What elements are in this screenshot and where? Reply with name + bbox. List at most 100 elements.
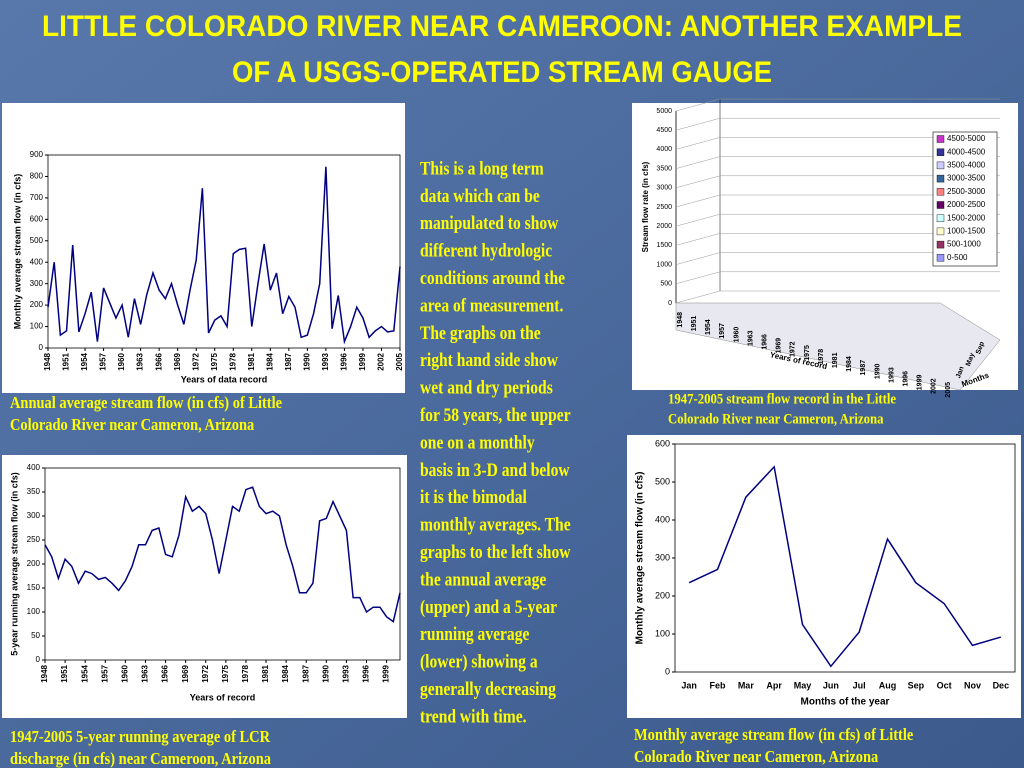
text-line: running average <box>420 624 530 645</box>
legend-label: 1500-2000 <box>947 213 986 222</box>
chart-panel <box>2 103 405 393</box>
legend-swatch <box>936 227 945 236</box>
x-tick-label: 1951 <box>60 664 69 682</box>
legend-label: 1000-1500 <box>947 227 986 236</box>
x-tick-label: 1981 <box>247 352 256 370</box>
x-axis-label: Years of record <box>190 692 256 702</box>
x-tick-label: 1966 <box>154 352 163 370</box>
legend-swatch <box>936 254 945 262</box>
x-tick-label: 1948 <box>677 312 684 328</box>
y-tick-label: 500 <box>660 281 672 288</box>
legend-swatch <box>936 240 945 249</box>
x-tick-label: 1987 <box>301 664 310 682</box>
y-tick-label: 200 <box>27 559 41 568</box>
legend-label: 0-500 <box>947 253 968 262</box>
x-tick-label: 1954 <box>80 352 89 370</box>
text-line: data which can be <box>420 185 540 206</box>
x-tick-label: 2005 <box>395 352 404 370</box>
grid-line <box>675 271 1000 285</box>
y-tick-label: 0 <box>39 343 44 352</box>
grid-line <box>675 117 1000 131</box>
x-tick-label: Jun <box>823 680 839 690</box>
x-tick-label: 1990 <box>321 664 330 682</box>
y-axis-label: Monthly average stream flow (in cfs) <box>12 174 22 330</box>
text-line: discharge (in cfs) near Cameroon, Arizon… <box>10 750 271 768</box>
y-tick-label: 100 <box>655 628 670 638</box>
grid-line <box>675 175 1000 189</box>
y-tick-label: 300 <box>655 552 670 562</box>
x-tick-label: 1984 <box>846 356 853 372</box>
y-axis-label: Stream flow rate (in cfs) <box>641 161 650 252</box>
y-tick-label: 300 <box>27 511 41 520</box>
floor <box>675 302 1001 391</box>
y-tick-label: 900 <box>30 150 44 159</box>
legend-label: 2500-3000 <box>947 187 986 196</box>
text-line: 1947-2005 stream flow record in the Litt… <box>668 392 896 408</box>
grid-line <box>675 213 1000 227</box>
legend-label: 3000-3500 <box>947 174 986 183</box>
x-tick-label: 1981 <box>832 352 839 368</box>
text-line: (lower) showing a <box>420 651 538 672</box>
text-line: for 58 years, the upper <box>420 405 571 426</box>
x-tick-label: 1948 <box>43 352 52 370</box>
legend-swatch <box>936 174 945 183</box>
x-tick-label: 1972 <box>191 352 200 370</box>
x-tick-label: 2002 <box>377 352 386 370</box>
y-tick-label: 100 <box>27 607 41 616</box>
x-tick-label: Sep <box>908 680 925 690</box>
y-tick-label: 700 <box>30 193 44 202</box>
text-line: generally decreasing <box>420 679 556 700</box>
data-line <box>47 166 401 345</box>
chart-panel <box>627 435 1021 718</box>
x-tick-label: 1966 <box>761 334 768 350</box>
y-tick-label: 3000 <box>656 185 672 192</box>
x-tick-label: 2005 <box>945 382 952 398</box>
x-tick-label: 1975 <box>804 345 811 361</box>
y-tick-label: 600 <box>30 214 44 223</box>
x-tick-label: 1984 <box>265 352 274 370</box>
legend-swatch <box>936 148 945 156</box>
y-tick-label: 5000 <box>656 108 672 115</box>
x-tick-label: 1996 <box>903 371 910 387</box>
y-tick-label: 4500 <box>656 127 672 134</box>
text-line: Annual average stream flow (in cfs) of L… <box>10 394 282 412</box>
legend-swatch <box>936 161 945 170</box>
legend-swatch <box>936 188 945 196</box>
y-tick-label: 300 <box>30 279 44 288</box>
y-tick-label: 2000 <box>656 223 672 230</box>
x-tick-label: 1978 <box>818 349 825 365</box>
legend-swatch <box>936 214 945 222</box>
z-tick-label: May <box>965 352 976 367</box>
text-line: This is a long term <box>420 158 544 179</box>
x-tick-label: 1960 <box>120 664 129 682</box>
y-tick-label: 200 <box>655 590 670 600</box>
x-tick-label: 1948 <box>40 664 49 682</box>
x-tick-label: 1969 <box>181 664 190 682</box>
grid-line <box>675 137 1000 150</box>
y-tick-label: 600 <box>655 438 670 448</box>
text-line: 1947-2005 5-year running average of LCR <box>10 728 271 746</box>
y-tick-label: 350 <box>27 487 41 496</box>
x-tick-label: 1975 <box>221 664 230 682</box>
text-line: the annual average <box>420 569 547 590</box>
x-tick-label: 1972 <box>201 664 210 682</box>
y-tick-label: 500 <box>30 236 44 245</box>
grid-line <box>675 252 1000 265</box>
y-tick-label: 800 <box>30 172 44 181</box>
y-tick-label: 1500 <box>656 242 672 249</box>
text-line: trend with time. <box>420 706 527 727</box>
x-tick-label: 1999 <box>917 375 924 391</box>
text-line: manipulated to show <box>420 213 559 234</box>
x-tick-label: 1993 <box>321 352 330 370</box>
text-line: The graphs on the <box>420 322 541 343</box>
x-tick-label: 1960 <box>117 352 126 370</box>
x-tick-label: 1993 <box>888 367 895 383</box>
x-tick-label: 1996 <box>340 352 349 370</box>
y-tick-label: 400 <box>27 463 41 472</box>
grid-line <box>675 156 1000 169</box>
text-line: conditions around the <box>420 268 565 289</box>
legend-swatch <box>936 201 945 209</box>
y-tick-label: 500 <box>655 476 670 486</box>
x-tick-label: 1969 <box>776 338 783 354</box>
